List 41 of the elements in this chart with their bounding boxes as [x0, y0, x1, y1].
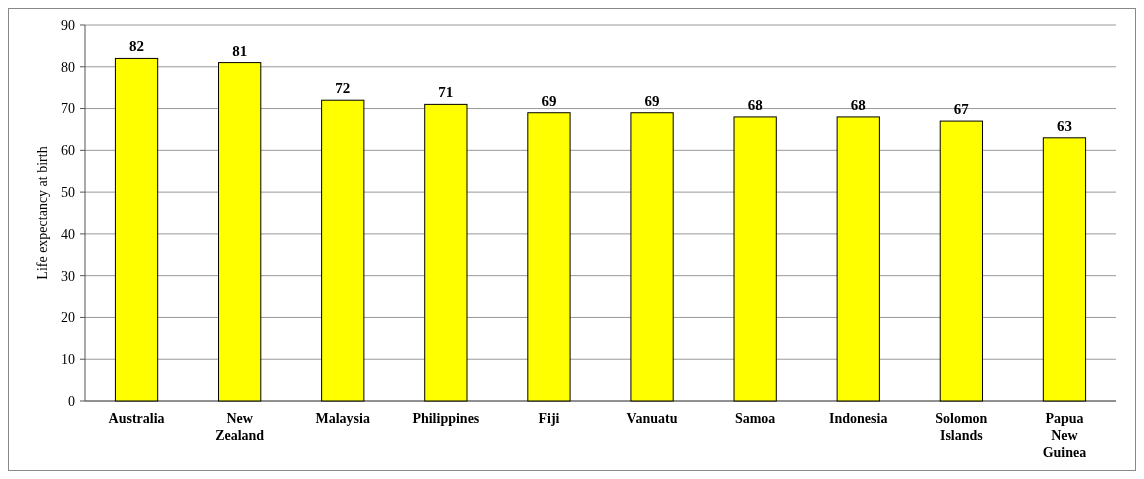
- y-tick-label: 40: [61, 226, 75, 242]
- y-tick-label: 70: [61, 101, 75, 117]
- data-label: 72: [335, 80, 351, 97]
- bar: [939, 120, 983, 402]
- bar: [836, 116, 880, 402]
- data-label: 81: [232, 42, 248, 59]
- data-label: 63: [1056, 117, 1072, 134]
- bar: [424, 103, 468, 402]
- bar: [1042, 137, 1087, 402]
- bar: [733, 116, 777, 402]
- y-axis-title: Life expectancy at birth: [35, 146, 50, 280]
- y-tick-label: 90: [61, 17, 75, 33]
- data-label: 69: [644, 92, 660, 109]
- x-tick-label: Papua New Guinea: [1042, 411, 1087, 460]
- y-tick-label: 50: [61, 185, 75, 201]
- data-label: 68: [747, 96, 763, 113]
- y-tick-label: 0: [68, 393, 75, 409]
- y-tick-label: 60: [61, 143, 75, 159]
- bar: [630, 112, 674, 402]
- x-tick-label: Fiji: [538, 411, 560, 426]
- y-tick-label: 30: [61, 268, 75, 284]
- x-tick-label: Samoa: [734, 411, 776, 426]
- bar: [218, 62, 262, 402]
- bar: [321, 99, 365, 402]
- x-tick-label: Vanuatu: [626, 411, 678, 426]
- data-label: 82: [129, 38, 145, 55]
- y-tick-label: 80: [61, 59, 75, 75]
- x-tick-label: Indonesia: [829, 411, 888, 426]
- y-tick-label: 20: [61, 310, 75, 326]
- x-tick-label: Philippines: [412, 411, 480, 426]
- x-tick-label: New Zealand: [215, 411, 265, 443]
- bar: [114, 57, 159, 402]
- data-label: 68: [850, 96, 866, 113]
- x-tick-label: Malaysia: [315, 411, 370, 426]
- y-tick-label: 10: [61, 352, 75, 368]
- data-label: 71: [438, 84, 454, 101]
- x-tick-label: Solomon Islands: [935, 411, 988, 443]
- data-label: 67: [953, 101, 970, 118]
- x-tick-label: Australia: [108, 411, 165, 426]
- bar: [527, 112, 571, 402]
- data-label: 69: [541, 92, 557, 109]
